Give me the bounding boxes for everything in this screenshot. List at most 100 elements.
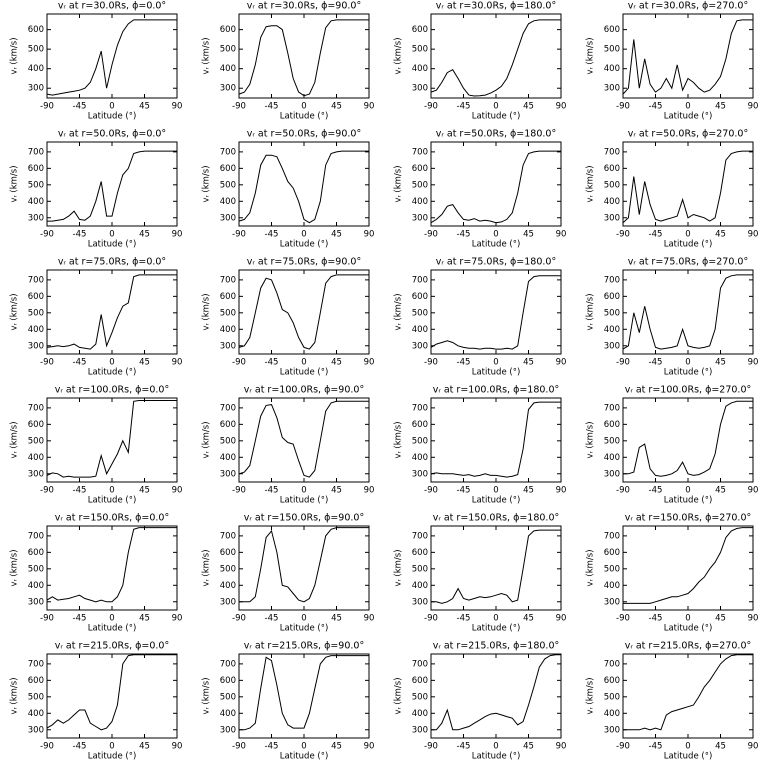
y-tick-label: 300	[28, 213, 44, 223]
x-tick-label: 0	[493, 102, 498, 112]
y-tick-label: 300	[412, 213, 428, 223]
data-line	[623, 654, 753, 731]
y-tick-label: 400	[220, 64, 236, 74]
data-line	[46, 527, 177, 603]
x-tick-label: 0	[685, 358, 690, 368]
x-axis-label: Latitude (°)	[88, 624, 137, 634]
x-tick-label: -90	[40, 742, 54, 752]
x-tick-label: 90	[748, 230, 759, 240]
y-tick-label: 600	[28, 25, 44, 35]
x-tick-label: 0	[685, 102, 690, 112]
x-axis-label: Latitude (°)	[664, 240, 713, 250]
data-line	[430, 19, 561, 97]
x-tick-label: 45	[715, 230, 726, 240]
y-tick-label: 300	[604, 84, 620, 94]
y-tick-label: 400	[412, 197, 428, 207]
y-tick-label: 700	[220, 659, 236, 669]
x-tick-label: 45	[139, 230, 150, 240]
x-axis-label: Latitude (°)	[88, 112, 137, 122]
y-axis-label: vᵣ (km/s)	[394, 421, 404, 458]
y-axis-label: vᵣ (km/s)	[586, 549, 596, 586]
x-tick-label: -45	[265, 614, 279, 624]
y-tick-label: 300	[28, 341, 44, 351]
y-tick-label: 300	[412, 597, 428, 607]
x-axis-label: Latitude (°)	[664, 112, 713, 122]
x-tick-label: 45	[331, 486, 342, 496]
x-tick-label: 0	[493, 486, 498, 496]
y-tick-label: 500	[412, 308, 428, 318]
y-tick-label: 700	[28, 659, 44, 669]
x-axis-label: Latitude (°)	[472, 368, 521, 378]
data-line	[431, 529, 561, 604]
x-tick-label: 45	[523, 102, 534, 112]
x-tick-label: 0	[301, 614, 306, 624]
plot-frame	[430, 13, 562, 99]
y-tick-label: 500	[220, 564, 236, 574]
y-tick-label: 600	[604, 420, 620, 430]
y-tick-label: 400	[604, 709, 620, 719]
x-tick-label: 0	[301, 102, 306, 112]
panel-title: vᵣ at r=30.0Rs, ϕ=270.0°	[628, 1, 748, 12]
y-axis-label: vᵣ (km/s)	[394, 549, 404, 586]
plot-frame	[622, 653, 754, 739]
y-tick-label: 300	[412, 725, 428, 735]
x-tick-label: -45	[649, 614, 663, 624]
y-tick-label: 700	[412, 403, 428, 413]
x-axis-label: Latitude (°)	[472, 112, 521, 122]
y-axis-label: vᵣ (km/s)	[10, 37, 20, 74]
data-line	[430, 275, 561, 350]
x-tick-label: -90	[424, 230, 438, 240]
x-tick-label: -90	[616, 358, 630, 368]
y-tick-label: 400	[412, 581, 428, 591]
y-tick-label: 600	[412, 292, 428, 302]
x-axis-label: Latitude (°)	[88, 240, 137, 250]
y-axis-label: vᵣ (km/s)	[586, 293, 596, 330]
x-tick-label: 45	[523, 614, 534, 624]
x-tick-label: 45	[715, 614, 726, 624]
y-tick-label: 600	[28, 548, 44, 558]
data-line	[238, 274, 369, 350]
x-tick-label: 45	[523, 230, 534, 240]
x-tick-label: -45	[265, 358, 279, 368]
x-axis-label: Latitude (°)	[88, 752, 137, 762]
y-tick-label: 400	[28, 453, 44, 463]
x-tick-label: 0	[109, 230, 114, 240]
x-tick-label: 45	[331, 614, 342, 624]
x-tick-label: 90	[748, 614, 759, 624]
y-tick-label: 400	[220, 709, 236, 719]
x-tick-label: 90	[172, 742, 183, 752]
x-tick-label: -90	[232, 614, 246, 624]
plot-frame	[46, 525, 178, 611]
x-tick-label: -45	[649, 742, 663, 752]
x-tick-label: -45	[457, 230, 471, 240]
y-tick-label: 500	[220, 45, 236, 55]
x-tick-label: -45	[265, 230, 279, 240]
plot-frame	[430, 525, 562, 611]
y-tick-label: 300	[28, 725, 44, 735]
y-tick-label: 700	[28, 403, 44, 413]
x-tick-label: 45	[331, 230, 342, 240]
x-tick-label: -90	[232, 358, 246, 368]
x-tick-label: 0	[685, 614, 690, 624]
y-tick-label: 500	[220, 308, 236, 318]
y-tick-label: 600	[604, 548, 620, 558]
x-tick-label: 90	[364, 102, 375, 112]
x-tick-label: 45	[715, 742, 726, 752]
y-tick-label: 700	[412, 147, 428, 157]
y-tick-label: 600	[604, 164, 620, 174]
y-tick-label: 300	[220, 341, 236, 351]
y-tick-label: 400	[604, 325, 620, 335]
plot-frame	[622, 397, 754, 483]
x-tick-label: -45	[457, 102, 471, 112]
x-axis-label: Latitude (°)	[472, 240, 521, 250]
x-tick-label: 90	[364, 614, 375, 624]
y-tick-label: 400	[604, 581, 620, 591]
y-tick-label: 600	[28, 164, 44, 174]
y-tick-label: 500	[28, 45, 44, 55]
y-tick-label: 500	[28, 692, 44, 702]
x-tick-label: -45	[73, 358, 87, 368]
x-tick-label: -90	[232, 230, 246, 240]
y-tick-label: 500	[604, 180, 620, 190]
panel-title: vᵣ at r=100.0Rs, ϕ=270.0°	[625, 385, 752, 396]
y-tick-label: 400	[412, 709, 428, 719]
